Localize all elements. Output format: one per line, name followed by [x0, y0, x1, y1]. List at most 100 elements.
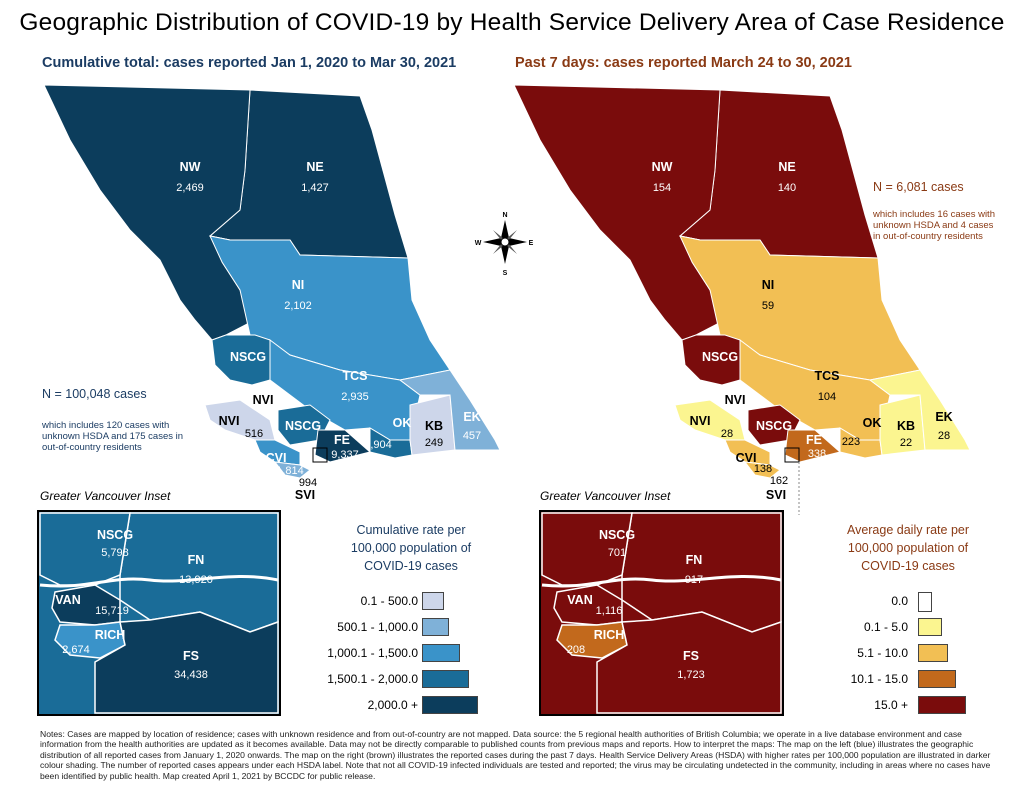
left-case-total: N = 100,048 cases — [42, 387, 147, 401]
inset-label-rich-left: RICH — [95, 628, 126, 642]
inset-value-rich-left: 2,674 — [62, 644, 90, 656]
left-legend-swatch-3 — [422, 644, 460, 662]
value-svi-left: 994 — [299, 477, 317, 489]
left-legend-label-3: 1,000.1 - 1,500.0 — [327, 646, 418, 660]
right-inset-title: Greater Vancouver Inset — [540, 489, 671, 503]
right-case-note: which includes 16 cases with unknown HSD… — [873, 209, 995, 242]
inset-label-fn-left: FN — [188, 553, 205, 567]
region-nw-right[interactable] — [513, 84, 726, 341]
label-cvi-right: CVI — [736, 451, 757, 465]
left-legend-label-2: 500.1 - 1,000.0 — [337, 620, 418, 634]
label-ni-right: NI — [762, 278, 775, 292]
label-ne-left: NE — [306, 160, 323, 174]
right-legend-label-2: 0.1 - 5.0 — [863, 620, 908, 634]
left-legend-swatch-2 — [422, 618, 449, 636]
region-svi-left[interactable] — [273, 461, 311, 479]
compass-s: S — [503, 270, 508, 277]
label-ni-left: NI — [292, 278, 305, 292]
inset-label-van-left: VAN — [55, 593, 80, 607]
inset-value-van-right: 1,116 — [596, 605, 623, 617]
label-ek-left: EK — [463, 410, 480, 424]
value-ni-left: 2,102 — [284, 300, 312, 312]
left-legend-swatch-1 — [422, 592, 444, 610]
region-fe-left[interactable] — [314, 429, 372, 463]
right-legend-swatch-3 — [918, 644, 948, 662]
right-inset-labels: NSCG 701 FN 917 VAN 1,116 RICH 208 FS 1,… — [567, 528, 705, 681]
right-legend-label-4: 10.1 - 15.0 — [850, 672, 908, 686]
value-cvi-right: 138 — [754, 463, 772, 475]
region-svi-right[interactable] — [743, 461, 781, 479]
inset-value-rich-right: 208 — [567, 644, 585, 656]
label-nscg-left: NSCG — [230, 350, 266, 364]
label-fe-right: FE — [806, 433, 822, 447]
inset-locator-right — [784, 447, 800, 463]
inset-label-fs-right: FS — [683, 649, 699, 663]
value-tcs-right: 104 — [818, 391, 836, 403]
inset-value-fn-right: 917 — [685, 574, 703, 586]
region-kb-right[interactable] — [879, 394, 926, 456]
region-kb-left[interactable] — [409, 394, 456, 456]
right-subtitle: Past 7 days: cases reported March 24 to … — [515, 55, 852, 71]
map-title: Geographic Distribution of COVID-19 by H… — [19, 9, 1005, 36]
label-ok-left: OK — [393, 416, 412, 430]
right-legend-label-1: 0.0 — [891, 594, 908, 608]
label-fe-left: FE — [334, 433, 350, 447]
left-inset-title: Greater Vancouver Inset — [40, 489, 171, 503]
value-nvi-right: 28 — [721, 428, 733, 440]
right-case-total: N = 6,081 cases — [873, 180, 964, 194]
compass-n: N — [502, 212, 507, 219]
left-inset-map — [37, 510, 281, 716]
label-nvi-right: NVI — [725, 393, 746, 407]
inset-label-van-right: VAN — [567, 593, 592, 607]
left-legend-swatch-5 — [422, 696, 478, 714]
label-ok-right: OK — [863, 416, 882, 430]
region-nw-left[interactable] — [43, 84, 256, 341]
left-inset-river — [39, 574, 279, 588]
label-kb-right: KB — [897, 419, 915, 433]
value-ni-right: 59 — [762, 300, 774, 312]
value-ek-left: 457 — [463, 430, 481, 442]
value-ok-right: 223 — [842, 436, 860, 448]
value-ok-left: 4,904 — [364, 439, 392, 451]
left-legend-title: Cumulative rate per 100,000 population o… — [350, 523, 472, 573]
inset-fs-right[interactable] — [596, 611, 782, 714]
value-tcs-left: 2,935 — [341, 391, 369, 403]
inset-label-fs-left: FS — [183, 649, 199, 663]
inset-label-nscg-left: NSCG — [97, 528, 133, 542]
inset-fs-left[interactable] — [94, 611, 279, 714]
left-legend-label-4: 1,500.1 - 2,000.0 — [327, 672, 418, 686]
value-cvi-left: 1,814 — [276, 465, 304, 477]
label-nscg-right: NSCG — [702, 350, 738, 364]
right-legend-title: Average daily rate per 100,000 populatio… — [846, 523, 970, 573]
left-legend: 0.1 - 500.0 500.1 - 1,000.0 1,000.1 - 1,… — [280, 590, 490, 720]
right-inset-map — [539, 510, 784, 716]
label-cvi-left: CVI — [266, 451, 287, 465]
label-nvi2-right: NVI — [690, 414, 711, 428]
left-province-map — [43, 84, 501, 479]
region-ek-right[interactable] — [868, 369, 971, 451]
compass-w: W — [475, 240, 482, 247]
left-case-note: which includes 120 cases with unknown HS… — [42, 420, 184, 453]
inset-label-rich-right: RICH — [594, 628, 625, 642]
label-kb-left: KB — [425, 419, 443, 433]
label-nw-right: NW — [652, 160, 673, 174]
left-map-labels: NW 2,469 NE 1,427 NI 2,102 NSCG TCS 2,93… — [176, 160, 481, 502]
right-map-labels: NW 154 NE 140 NI 59 NSCG TCS 104 NVI NVI… — [652, 160, 953, 502]
inset-value-nscg-left: 5,798 — [101, 547, 129, 559]
region-ek-left[interactable] — [398, 369, 501, 451]
left-subtitle: Cumulative total: cases reported Jan 1, … — [42, 55, 457, 71]
label-svi-left: SVI — [295, 488, 315, 502]
inset-locator-left — [312, 447, 328, 463]
right-legend-label-5: 15.0 + — [874, 698, 908, 712]
value-ek-right: 28 — [938, 430, 950, 442]
compass-e: E — [529, 240, 534, 247]
value-nw-right: 154 — [653, 182, 671, 194]
label-nscg2-left: NSCG — [285, 419, 321, 433]
label-nw-left: NW — [180, 160, 201, 174]
value-fe-right: 338 — [808, 448, 826, 460]
footer-notes: Notes: Cases are mapped by location of r… — [40, 729, 991, 781]
label-ek-right: EK — [935, 410, 952, 424]
label-tcs-left: TCS — [343, 369, 368, 383]
compass-rose: N S E W — [475, 212, 534, 277]
label-nvi-left: NVI — [253, 393, 274, 407]
